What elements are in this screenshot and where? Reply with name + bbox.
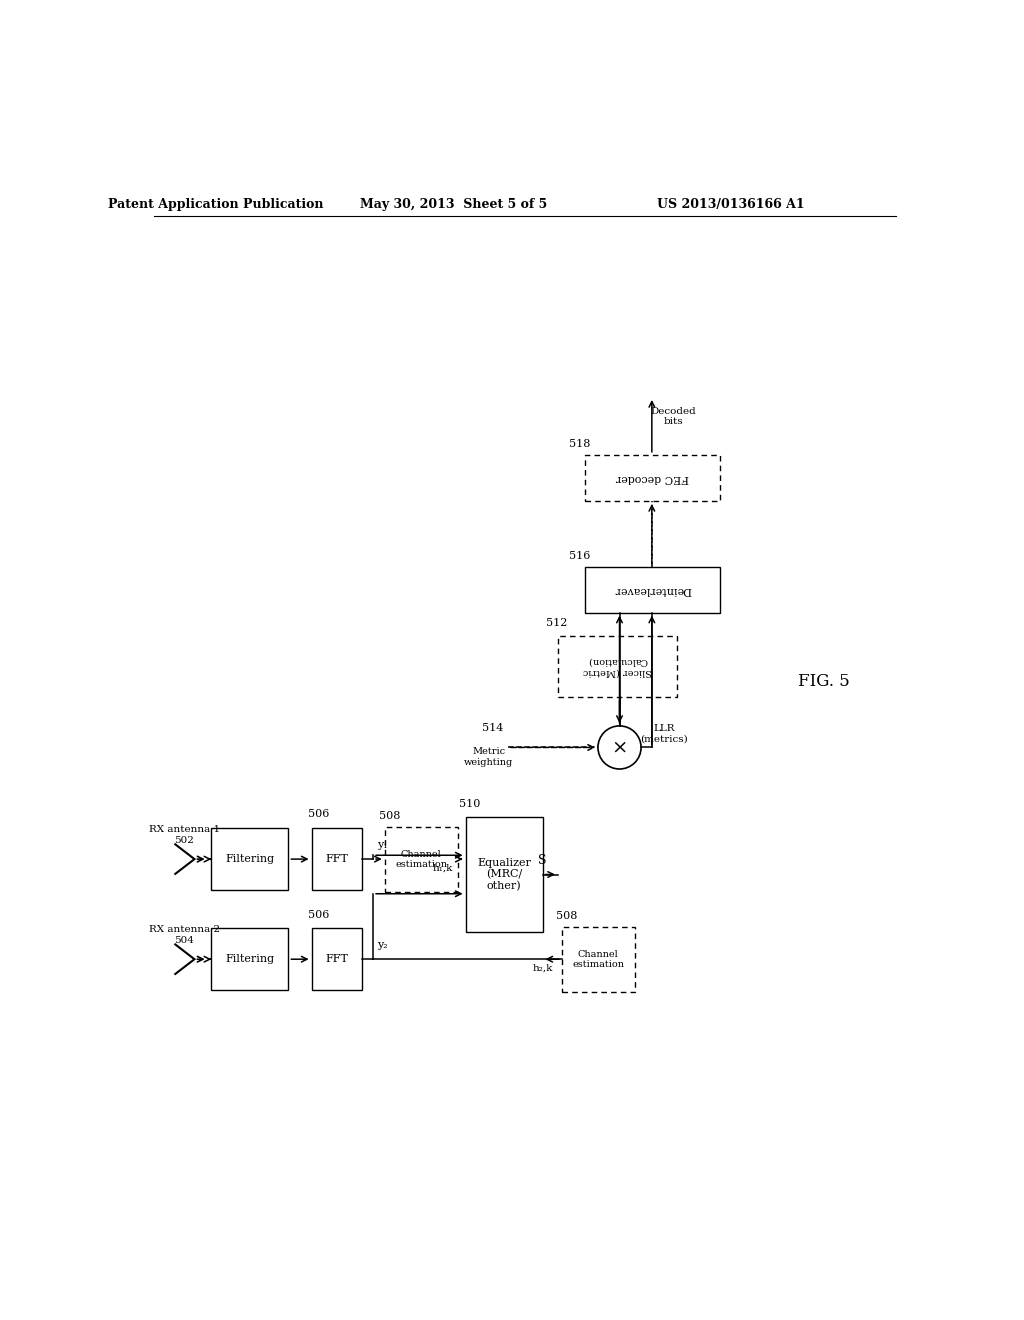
Text: S: S — [539, 854, 547, 867]
Text: FEC decoder: FEC decoder — [615, 473, 689, 483]
Text: 512: 512 — [547, 619, 567, 628]
Text: 518: 518 — [569, 440, 591, 449]
Bar — [211, 928, 289, 990]
Text: Channel
estimation: Channel estimation — [395, 850, 447, 869]
Text: Equalizer
(MRC/
other): Equalizer (MRC/ other) — [477, 858, 531, 891]
Bar — [211, 829, 289, 890]
Text: weighting: weighting — [464, 759, 513, 767]
Text: y₂: y₂ — [377, 940, 388, 950]
Text: ×: × — [611, 738, 628, 756]
Bar — [385, 826, 458, 892]
Text: Metric: Metric — [472, 747, 505, 756]
Text: h₂,k: h₂,k — [532, 964, 553, 973]
Text: 506: 506 — [307, 809, 329, 820]
Bar — [311, 829, 361, 890]
Text: Slicer (Metric
Calculation): Slicer (Metric Calculation) — [583, 657, 652, 676]
Text: 504: 504 — [174, 936, 195, 945]
Text: May 30, 2013  Sheet 5 of 5: May 30, 2013 Sheet 5 of 5 — [360, 198, 548, 211]
Text: 508: 508 — [379, 810, 400, 821]
Text: FIG. 5: FIG. 5 — [798, 673, 850, 690]
Text: Filtering: Filtering — [225, 954, 274, 964]
Text: 508: 508 — [556, 911, 577, 921]
Bar — [558, 636, 677, 697]
Text: y₁: y₁ — [377, 841, 388, 850]
Bar — [585, 455, 720, 502]
Bar — [562, 927, 635, 993]
Text: FFT: FFT — [325, 954, 348, 964]
Text: US 2013/0136166 A1: US 2013/0136166 A1 — [657, 198, 805, 211]
Text: Deinterleaver: Deinterleaver — [613, 585, 691, 594]
Text: 510: 510 — [460, 800, 480, 809]
Text: FFT: FFT — [325, 854, 348, 865]
Text: RX antenna 1: RX antenna 1 — [148, 825, 220, 834]
Text: Channel
estimation: Channel estimation — [572, 950, 625, 969]
Bar — [585, 566, 720, 612]
Bar — [466, 817, 543, 932]
Text: Patent Application Publication: Patent Application Publication — [108, 198, 323, 211]
Text: LLR
(metrics): LLR (metrics) — [640, 723, 688, 743]
Text: 502: 502 — [174, 836, 195, 845]
Text: RX antenna 2: RX antenna 2 — [148, 925, 220, 935]
Bar — [311, 928, 361, 990]
Text: Filtering: Filtering — [225, 854, 274, 865]
Text: 514: 514 — [481, 723, 503, 733]
Text: Decoded
bits: Decoded bits — [650, 407, 696, 426]
Text: 516: 516 — [569, 550, 591, 561]
Text: 506: 506 — [307, 909, 329, 920]
Text: h₁,k: h₁,k — [432, 863, 453, 873]
